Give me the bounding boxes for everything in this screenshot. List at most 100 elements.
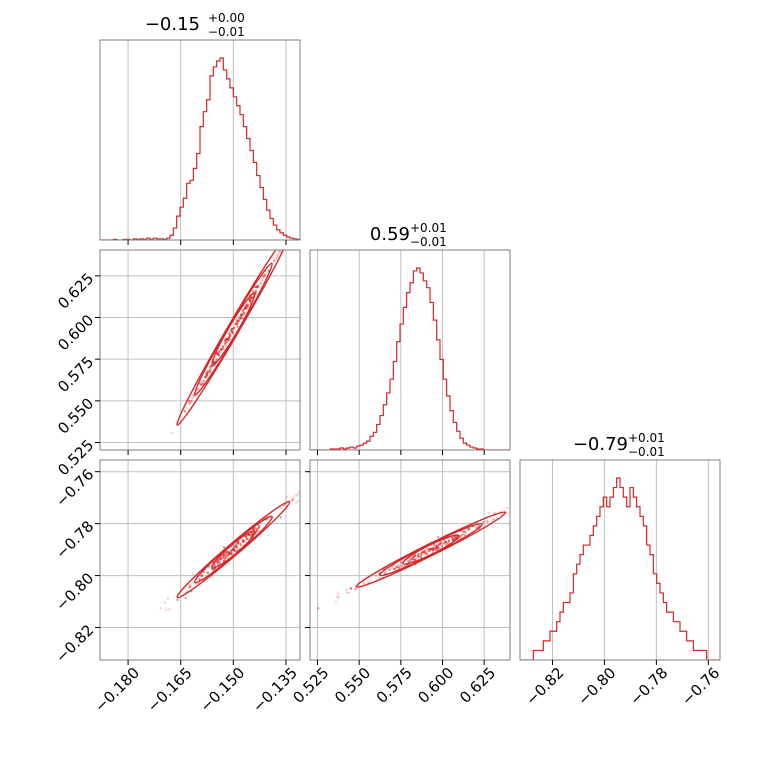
sample-point-2-1: [353, 588, 357, 591]
core-point-1-0: [248, 298, 252, 301]
core-point-1-0: [236, 325, 239, 328]
core-point-2-1: [461, 533, 464, 536]
core-point-2-1: [426, 547, 430, 551]
y-tick-label-1-3: 0.600: [54, 311, 97, 354]
sample-point-1-0: [279, 250, 282, 254]
sample-point-2-1: [368, 578, 372, 582]
core-point-2-1: [459, 536, 462, 539]
sample-point-2-0: [300, 485, 303, 488]
sample-point-2-1: [484, 519, 487, 523]
sample-point-2-0: [296, 494, 300, 497]
core-point-2-1: [388, 568, 391, 572]
sample-point-1-0: [276, 255, 279, 258]
y-tick-label-2-2: −0.78: [52, 517, 97, 562]
sample-point-2-1: [355, 587, 358, 591]
core-point-1-0: [230, 328, 234, 331]
sample-point-1-0: [259, 279, 262, 283]
title-value-0: −0.15: [145, 14, 200, 35]
panel-frame-0-0: [99, 39, 301, 241]
sample-point-1-0: [265, 271, 269, 274]
sample-point-2-0: [290, 499, 294, 502]
core-point-1-0: [212, 361, 216, 364]
sample-point-2-0: [166, 597, 170, 601]
sample-point-1-0: [296, 221, 299, 224]
core-point-2-1: [486, 520, 489, 523]
core-point-1-0: [209, 369, 212, 372]
y-tick-label-1-2: 0.575: [54, 353, 97, 396]
title-value-1: 0.59: [370, 224, 410, 245]
core-point-2-1: [448, 540, 451, 543]
sample-point-2-0: [168, 607, 171, 611]
histogram-line-0: [100, 57, 300, 240]
core-point-2-0: [250, 533, 254, 536]
core-point-1-0: [229, 334, 232, 337]
core-point-2-1: [463, 530, 466, 533]
y-tick-label-1-1: 0.550: [54, 394, 97, 437]
sample-point-2-0: [290, 498, 294, 502]
scatter-panel-1-0: [171, 213, 305, 435]
sample-point-2-0: [292, 497, 296, 501]
sample-point-2-1: [500, 513, 503, 517]
title-param-2: −0.79 +0.01 −0.01: [573, 431, 665, 459]
histogram-2: [520, 477, 720, 660]
sample-point-2-1: [353, 587, 357, 590]
x-tick-label-1-3: 0.600: [414, 664, 457, 707]
core-point-2-1: [424, 552, 427, 555]
core-point-2-0: [230, 548, 234, 552]
sample-point-2-0: [294, 494, 298, 497]
core-point-2-0: [246, 537, 249, 541]
sample-point-1-0: [186, 406, 189, 410]
sample-point-2-0: [294, 501, 298, 504]
core-point-1-0: [237, 319, 240, 322]
title-param-1: 0.59 +0.01 −0.01: [370, 221, 447, 249]
core-point-2-0: [218, 561, 221, 565]
panel-frame-2-0: [99, 459, 301, 661]
sample-point-2-1: [376, 577, 379, 580]
core-point-1-0: [267, 269, 270, 272]
sample-point-1-0: [280, 244, 283, 247]
sample-point-1-0: [281, 245, 284, 248]
x-tick-label-2-2: −0.78: [626, 664, 671, 709]
histogram-0: [100, 57, 300, 240]
core-point-1-0: [226, 338, 229, 341]
core-point-2-0: [207, 571, 210, 574]
core-point-1-0: [255, 286, 259, 289]
core-point-1-0: [204, 374, 207, 378]
title-value-2: −0.79: [573, 434, 628, 455]
x-tick-label-1-4: 0.625: [456, 664, 499, 707]
core-point-2-1: [412, 555, 415, 558]
core-point-2-0: [236, 542, 240, 545]
sample-point-2-1: [345, 591, 349, 594]
sample-point-1-0: [256, 289, 259, 293]
sample-point-2-1: [424, 547, 428, 551]
sample-point-2-0: [191, 582, 194, 585]
grid-lines: [100, 40, 709, 660]
contour-1-0-2: [211, 292, 256, 366]
contour-2-1-2: [402, 534, 460, 565]
sample-point-2-1: [487, 511, 491, 515]
core-point-1-0: [272, 259, 276, 262]
sample-point-2-0: [297, 491, 300, 495]
y-tick-label-2-1: −0.80: [52, 569, 97, 614]
core-point-2-1: [426, 553, 429, 556]
core-point-2-1: [467, 528, 470, 531]
core-point-1-0: [232, 326, 235, 330]
core-point-2-0: [258, 524, 261, 528]
sample-point-2-1: [374, 574, 378, 578]
sample-point-1-0: [302, 213, 305, 216]
sample-point-1-0: [275, 254, 278, 257]
sample-point-1-0: [261, 277, 264, 281]
core-point-2-1: [414, 555, 417, 558]
core-point-2-1: [317, 607, 320, 610]
sample-point-2-1: [493, 511, 497, 514]
x-tick-label-1-0: 0.525: [289, 664, 332, 707]
core-point-2-0: [223, 546, 226, 549]
sample-point-2-0: [296, 499, 300, 503]
core-point-2-1: [446, 542, 450, 545]
core-point-2-1: [492, 518, 495, 521]
core-point-2-0: [200, 574, 203, 577]
core-point-1-0: [223, 342, 226, 345]
core-point-1-0: [224, 344, 227, 347]
title-lower-0: −0.01: [208, 25, 245, 39]
sample-point-2-0: [191, 572, 195, 576]
